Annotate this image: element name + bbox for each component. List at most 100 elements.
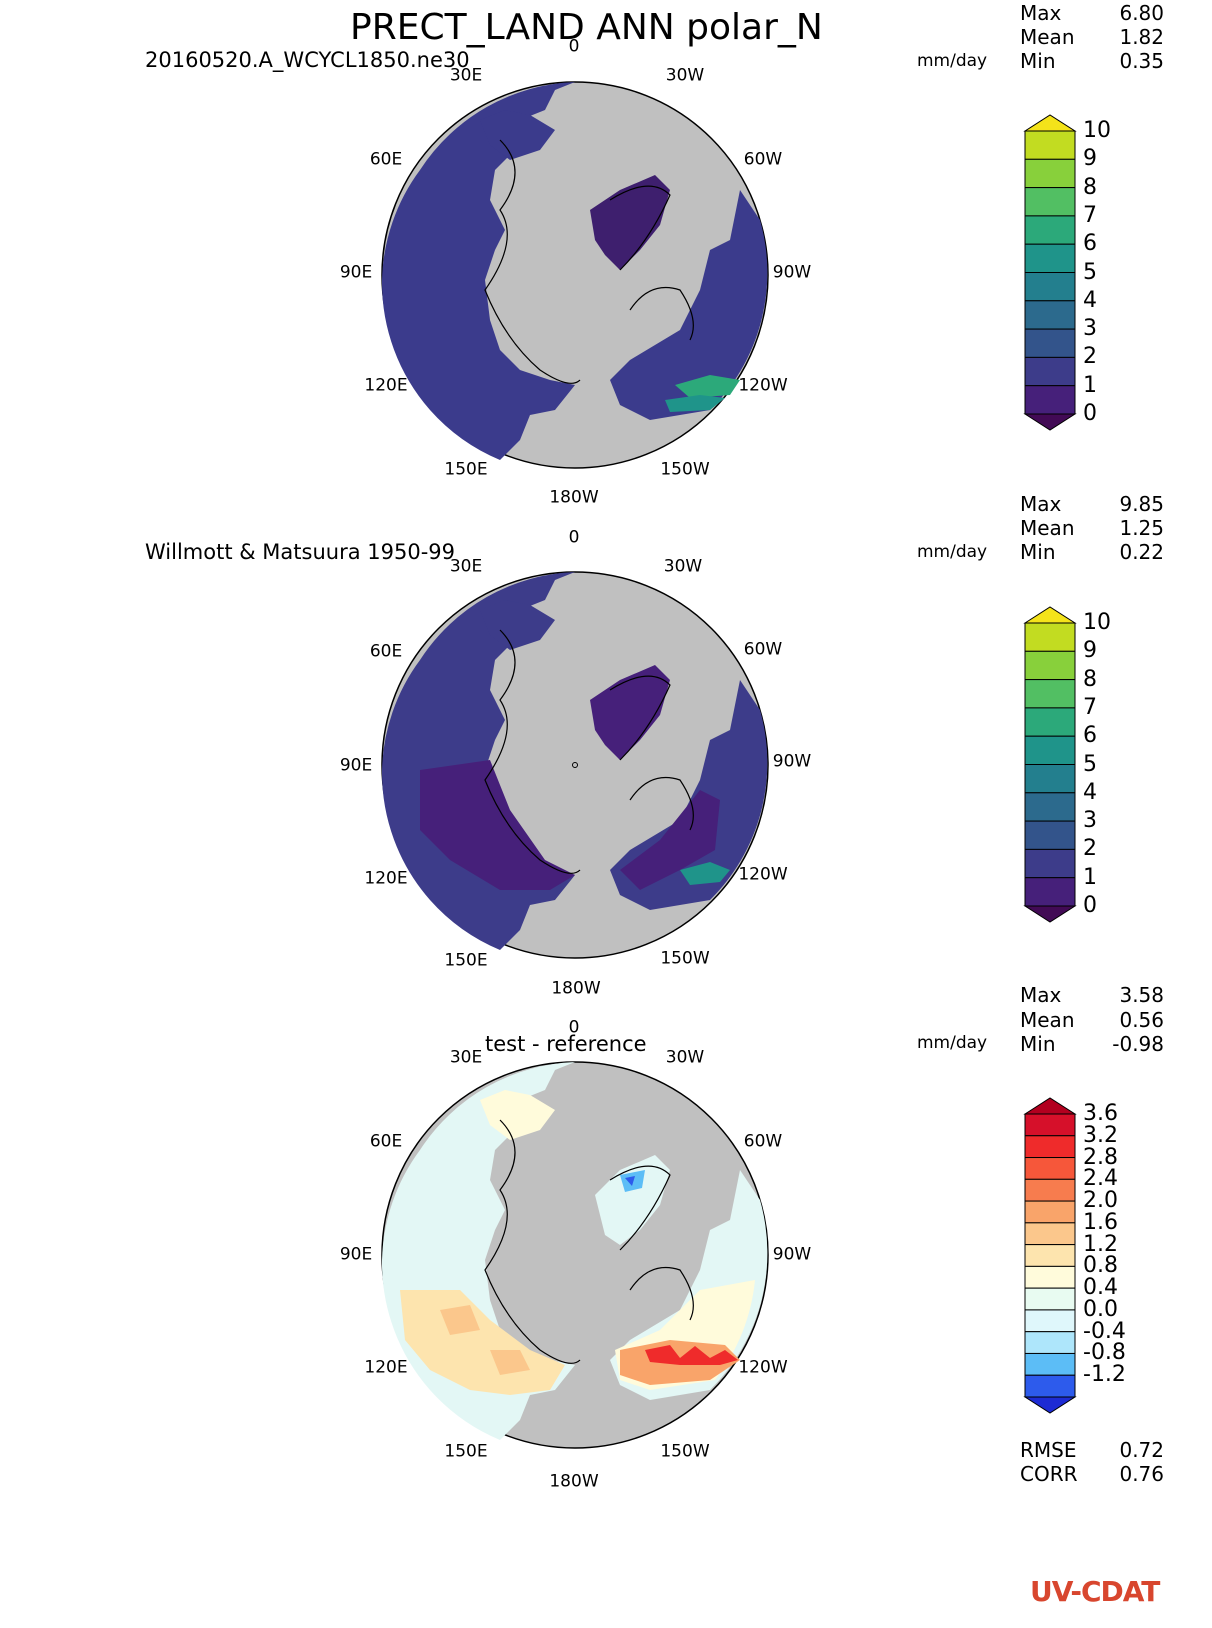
scandinavia-precip-region [480,110,555,160]
colorbar-box [1024,130,1076,160]
stat-mean-value: 0.56 [1119,1008,1164,1032]
greenland-strong-negative [625,1176,635,1186]
logo-text: UV-CDAT [1030,1575,1160,1608]
colorbar-box [1024,707,1076,737]
greenland-precip-region [590,665,670,760]
lon-label-90e: 90E [339,262,373,283]
colorbar-box [1024,679,1076,709]
lon-label-120w: 120W [738,1357,788,1378]
lon-label-60w: 60W [743,1131,783,1152]
colorbar-tick-label: 6 [1083,231,1097,257]
colorbar-tick-label: 2 [1083,344,1097,370]
colorbar-top-arrow [1023,1097,1077,1115]
lon-label-90w: 90W [772,751,812,772]
colorbar-box [1024,300,1076,330]
colorbar-box [1024,1352,1076,1376]
coastline [484,1119,694,1364]
colorbar-tick-label: -0.8 [1083,1340,1126,1366]
stat-max-label: Max [1020,492,1062,516]
colorbar-box [1024,1178,1076,1202]
pole-marker [572,762,578,768]
lon-label-150w: 150W [660,459,710,480]
lon-label-60e: 60E [369,641,403,662]
colorbar-tick-label: 9 [1083,146,1097,172]
lon-label-120e: 120E [364,868,408,889]
colorbar-box [1024,1331,1076,1354]
stat-min-label: Min [1020,1032,1056,1056]
lon-label-120w: 120W [738,375,788,396]
colorbar-box [1024,385,1076,415]
colorbar-box [1024,1113,1076,1137]
lon-label-0: 0 [568,527,580,548]
lon-label-150w: 150W [660,948,710,969]
lon-label-30e: 30E [449,65,483,86]
stat-mean-value: 1.82 [1119,25,1164,49]
colorbar-box [1024,650,1076,681]
colorbar-tick-label: 3.6 [1083,1101,1118,1126]
lon-label-30e: 30E [449,556,483,577]
lon-label-60e: 60E [369,149,403,170]
lon-label-30e: 30E [449,1047,483,1068]
colorbar-tick-label: 1 [1083,372,1097,398]
namerica-precip-region [610,190,768,420]
colorbar-box [1024,622,1076,652]
colorbar-bottom-arrow [1023,905,1077,923]
colorbar-box [1024,215,1076,245]
colorbar-top-arrow [1023,606,1077,624]
corr-label: CORR [1020,1462,1078,1486]
colorbar-box [1024,764,1076,794]
colorbar-bottom-arrow [1023,1396,1077,1414]
stat-max-value: 6.80 [1119,1,1164,25]
colorbar-tick-label: 4 [1083,287,1097,313]
colorbar-box [1024,1222,1076,1246]
colorbar [1023,1097,1077,1414]
colorbar-box [1024,243,1076,273]
colorbar-tick-label: 1 [1083,864,1097,890]
stat-mean-label: Mean [1020,516,1075,540]
colorbar-tick-label: 2.0 [1083,1188,1118,1214]
colorbar-box [1024,1135,1076,1159]
colorbar-tick-label: -1.2 [1083,1362,1126,1388]
colorbar-tick-label: 9 [1083,638,1097,664]
lon-label-120e: 120E [364,375,408,396]
lon-label-90e: 90E [339,1244,373,1265]
stat-max-label: Max [1020,983,1062,1007]
coastline [484,139,694,384]
colorbar-tick-label: 6 [1083,723,1097,749]
panel-subtitle: test - reference [485,1032,647,1056]
polar-map [381,1061,769,1449]
units-label: mm/day [917,51,988,71]
stat-mean-label: Mean [1020,1008,1075,1032]
lon-label-150e: 150E [444,459,488,480]
rmse-value: 0.72 [1119,1438,1164,1462]
lon-label-60e: 60E [369,1131,403,1152]
colorbar [1023,114,1077,431]
greenland-precip-region [590,175,670,270]
colorbar-box [1024,1157,1076,1180]
lon-label-0: 0 [568,1017,580,1038]
lon-label-90w: 90W [772,262,812,283]
colorbar-tick-label: 3.2 [1083,1122,1118,1148]
colorbar [1023,606,1077,923]
colorbar-box [1024,1265,1076,1289]
colorbar-tick-label: 1.6 [1083,1209,1118,1235]
colorbar-tick-label: 0.4 [1083,1275,1118,1301]
colorbar-box [1024,356,1076,387]
colorbar-box [1024,328,1076,358]
colorbar-box [1024,1200,1076,1224]
lon-label-0: 0 [568,36,580,57]
alaska-high-precip [675,375,740,398]
lon-label-150w: 150W [660,1441,710,1462]
stat-max-value: 9.85 [1119,492,1164,516]
scandinavia-precip-region [480,600,555,650]
lon-label-120w: 120W [738,864,788,885]
lon-label-150e: 150E [444,950,488,971]
colorbar-tick-label: 4 [1083,779,1097,805]
lon-label-90e: 90E [339,755,373,776]
stat-min-label: Min [1020,540,1056,564]
stat-min-value: 0.22 [1119,540,1164,564]
colorbar-box [1024,820,1076,850]
colorbar-box [1024,1244,1076,1267]
lon-label-60w: 60W [743,149,783,170]
colorbar-tick-label: 5 [1083,259,1097,285]
